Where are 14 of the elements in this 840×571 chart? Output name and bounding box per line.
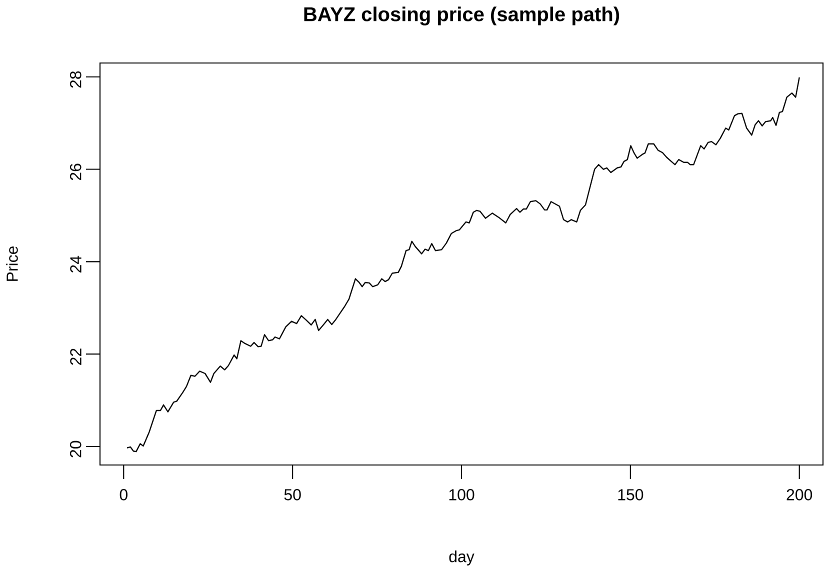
y-tick-label: 24	[70, 256, 82, 272]
x-tick-label: 150	[618, 489, 644, 500]
y-tick-label: 22	[70, 348, 82, 365]
x-tick-label: 50	[284, 489, 301, 500]
y-axis-title: Price	[6, 246, 18, 281]
x-axis-title: day	[449, 550, 474, 566]
chart-title: BAYZ closing price (sample path)	[304, 6, 620, 26]
y-tick-label: 26	[70, 164, 82, 180]
y-tick-label: 20	[70, 440, 82, 458]
x-tick-label: 0	[120, 489, 128, 500]
x-tick-label: 100	[449, 489, 474, 500]
y-tick-label: 28	[70, 71, 82, 88]
line-series	[126, 76, 800, 452]
x-tick-label: 200	[786, 489, 812, 500]
